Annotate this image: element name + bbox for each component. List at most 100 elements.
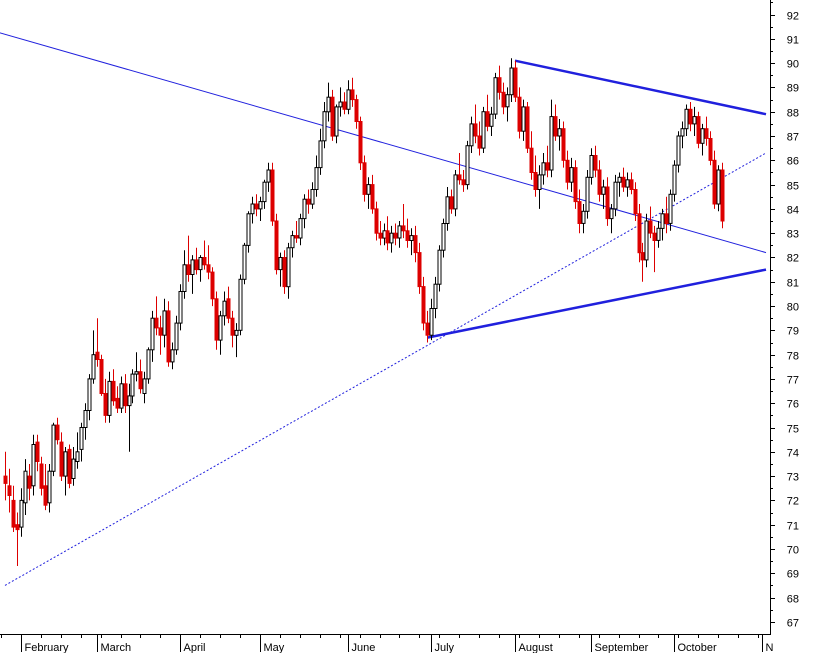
y-tick-label: 72 [787, 496, 799, 508]
candle-body-down [186, 264, 191, 275]
candle-body-down [55, 424, 60, 441]
candle [262, 179, 267, 209]
candle [513, 60, 518, 102]
candle-body-down [95, 351, 100, 361]
candle [322, 102, 327, 149]
candle [481, 106, 486, 153]
candle-body-up [469, 123, 474, 147]
candle-body-down [330, 96, 335, 137]
candle-body-up [453, 174, 458, 210]
candle [51, 422, 56, 477]
candle-body-up [585, 176, 590, 212]
candle-body-down [477, 135, 482, 149]
x-month-label: August [519, 642, 553, 653]
candle [517, 87, 522, 139]
x-month-label: April [184, 642, 206, 653]
candle-body-up [437, 249, 442, 285]
candle-body-down [214, 298, 219, 341]
candle [274, 213, 279, 275]
candle [99, 354, 104, 396]
candle-body-up [278, 257, 283, 271]
candle [218, 310, 223, 355]
candle-body-down [59, 441, 64, 477]
candle [11, 485, 16, 532]
candle [306, 189, 311, 214]
candle [346, 80, 351, 115]
candle-body-down [401, 225, 406, 232]
y-tick-label: 73 [787, 472, 799, 484]
candle [130, 369, 135, 404]
x-month-label: March [101, 642, 132, 653]
candle [640, 242, 645, 282]
y-tick-label: 74 [787, 448, 799, 460]
candle [712, 150, 717, 209]
candle-body-up [83, 410, 88, 428]
candle [286, 242, 291, 299]
candle [553, 104, 558, 141]
candle [449, 189, 454, 214]
candle-body-down [15, 524, 20, 531]
candle-body-up [366, 184, 371, 195]
candle [625, 172, 630, 197]
candle [529, 131, 534, 180]
candle [433, 276, 438, 319]
candle-body-down [210, 271, 215, 300]
candle-body-up [509, 67, 514, 96]
candle [266, 162, 271, 192]
candle [142, 371, 147, 404]
candle-body-down [545, 162, 550, 171]
candle-body-up [465, 145, 470, 186]
candle [629, 172, 634, 195]
candle-body-down [712, 159, 717, 205]
x-month-label: June [352, 642, 376, 653]
candle-body-up [445, 196, 450, 225]
candle-body-down [350, 89, 355, 101]
candle-body-down [593, 155, 598, 171]
candle-body-up [238, 278, 243, 331]
candle-body-up [218, 315, 223, 341]
candle-body-down [485, 111, 490, 127]
candle-body-down [274, 220, 279, 271]
candle-body-up [182, 264, 187, 292]
candle [521, 99, 526, 141]
candle [127, 383, 132, 452]
candle [174, 315, 179, 355]
candle-body-down [230, 317, 235, 336]
candle [489, 106, 494, 136]
candle-body-down [640, 252, 645, 261]
candle [417, 242, 422, 294]
candle [393, 223, 398, 246]
candle [134, 352, 139, 382]
candle [409, 228, 414, 256]
candle-body-down [111, 380, 116, 402]
candle-body-up [660, 213, 665, 229]
candle [585, 170, 590, 219]
candle-body-down [413, 235, 418, 254]
candle [342, 92, 347, 115]
candle [75, 432, 80, 469]
candle-body-down [405, 230, 410, 242]
candle-body-up [150, 317, 155, 351]
candle-body-down [461, 179, 466, 186]
candle [716, 165, 721, 212]
candle [7, 468, 12, 513]
candle [246, 211, 251, 253]
candle-body-down [354, 99, 359, 122]
candle-body-down [27, 475, 32, 489]
y-tick-label: 83 [787, 229, 799, 241]
candle [405, 218, 410, 248]
candle-body-down [708, 138, 713, 161]
candle [158, 315, 163, 355]
candle-body-up [246, 213, 251, 246]
candle [561, 121, 566, 168]
candle-body-up [298, 218, 303, 239]
candle-body-up [234, 329, 239, 336]
candle-body-down [342, 101, 347, 110]
candle-body-up [609, 208, 614, 220]
candle-body-up [87, 378, 92, 411]
candle-body-up [310, 189, 315, 205]
candle [505, 87, 510, 122]
candle [318, 128, 323, 175]
candle [119, 376, 124, 413]
candle [613, 174, 618, 217]
